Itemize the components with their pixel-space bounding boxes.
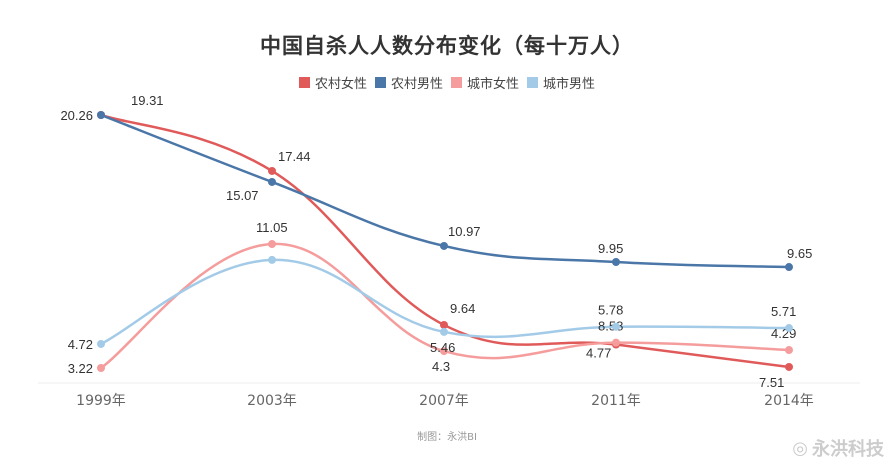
data-point[interactable] xyxy=(268,240,276,249)
legend-swatch xyxy=(298,77,310,88)
data-point[interactable] xyxy=(612,257,620,266)
x-tick-label: 2011年 xyxy=(591,393,641,409)
data-point[interactable] xyxy=(268,177,276,186)
data-point[interactable] xyxy=(440,347,448,356)
data-point[interactable] xyxy=(97,339,105,348)
data-label: 9.64 xyxy=(450,301,475,316)
data-label: 4.77 xyxy=(586,346,611,361)
legend-label: 农村男性 xyxy=(390,77,443,92)
data-label: 15.07 xyxy=(226,188,259,203)
data-point[interactable] xyxy=(97,364,105,372)
data-label: 19.31 xyxy=(131,93,164,108)
legend-label: 农村女性 xyxy=(314,77,367,92)
x-tick-label: 2014年 xyxy=(764,393,814,409)
data-label: 17.44 xyxy=(278,149,311,164)
data-point[interactable] xyxy=(785,362,793,371)
data-label: 5.46 xyxy=(430,340,455,355)
legend-item[interactable]: 农村男性 xyxy=(374,73,443,92)
data-label: 3.22 xyxy=(68,361,93,376)
data-point[interactable] xyxy=(440,327,448,336)
data-point[interactable] xyxy=(612,338,620,347)
data-point[interactable] xyxy=(785,346,793,355)
data-point[interactable] xyxy=(612,322,620,331)
series-2 xyxy=(100,242,790,370)
data-label: 5.78 xyxy=(598,303,623,318)
data-point[interactable] xyxy=(785,263,793,272)
data-label: 7.51 xyxy=(759,375,784,390)
chart-credit: 制图：永洪BI xyxy=(417,432,477,443)
data-label: 9.95 xyxy=(598,241,623,256)
legend-item[interactable]: 城市女性 xyxy=(451,73,519,92)
watermark: ◎ 永洪科技 xyxy=(792,435,884,461)
x-tick-label: 1999年 xyxy=(76,393,126,409)
data-label: 11.05 xyxy=(256,220,288,235)
legend: 农村女性 农村男性 城市女性 城市男性 xyxy=(0,73,894,92)
x-tick-label: 2003年 xyxy=(247,393,297,409)
data-point[interactable] xyxy=(97,111,105,119)
data-point[interactable] xyxy=(440,241,448,250)
data-label: 9.65 xyxy=(787,246,812,261)
legend-swatch xyxy=(374,77,386,88)
data-label: 4.3 xyxy=(432,359,450,374)
data-point[interactable] xyxy=(440,320,448,329)
data-label: 4.72 xyxy=(68,337,93,352)
legend-item[interactable]: 农村女性 xyxy=(298,73,367,92)
data-point[interactable] xyxy=(268,166,276,175)
legend-label: 城市男性 xyxy=(543,77,596,92)
data-label: 10.97 xyxy=(448,224,481,239)
x-tick-label: 2007年 xyxy=(419,393,469,409)
chart-title: 中国自杀人人数分布变化（每十万人） xyxy=(260,34,634,58)
legend-swatch xyxy=(527,77,539,88)
data-label: 20.26 xyxy=(60,108,93,123)
data-point[interactable] xyxy=(785,324,793,333)
data-label: 5.71 xyxy=(771,304,796,319)
legend-item[interactable]: 城市男性 xyxy=(527,73,595,92)
weibo-icon: ◎ xyxy=(792,437,808,459)
legend-label: 城市女性 xyxy=(467,77,520,92)
data-point[interactable] xyxy=(268,255,276,264)
series-line xyxy=(100,242,790,370)
watermark-text: 永洪科技 xyxy=(812,439,884,460)
legend-swatch xyxy=(451,77,462,88)
